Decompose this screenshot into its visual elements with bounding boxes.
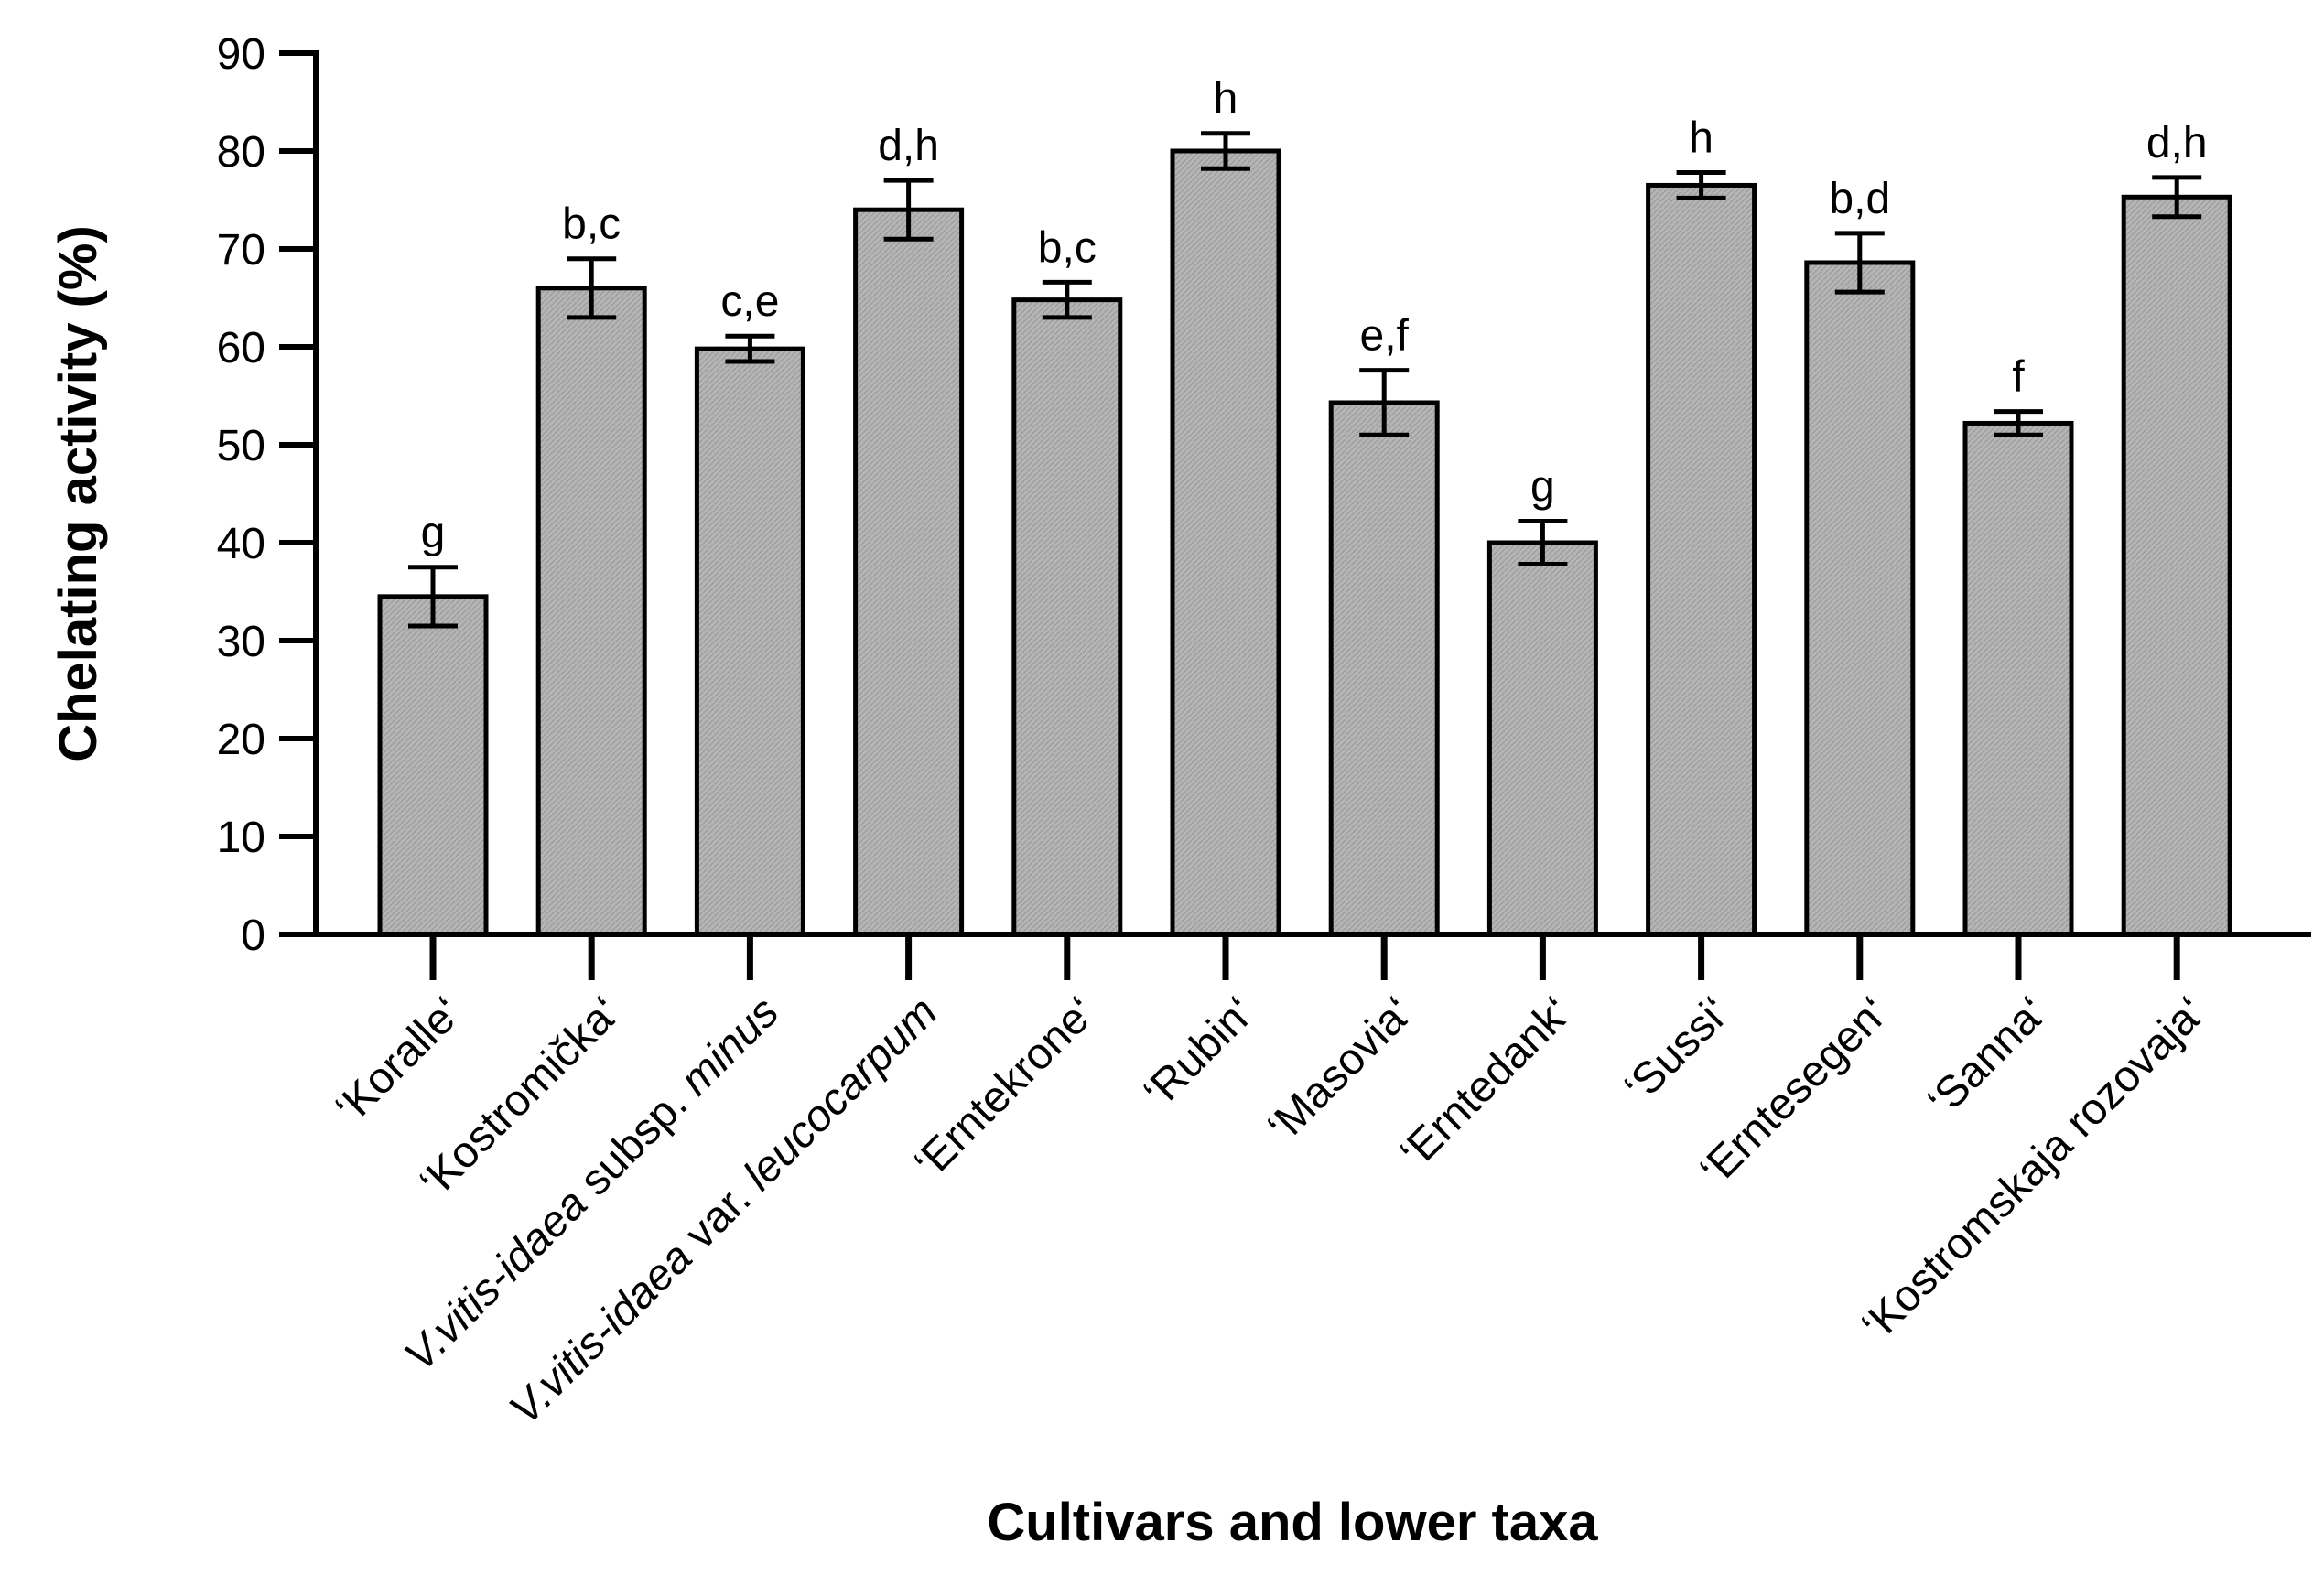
significance-letter: b,c: [1038, 223, 1097, 272]
bar: [1011, 297, 1123, 937]
bar: [1962, 420, 2074, 937]
category-label-part: ‘Rubin‘: [1135, 987, 1264, 1117]
y-tick-label: 20: [217, 716, 265, 764]
category-label: ‘Erntedank‘: [1391, 987, 1581, 1177]
significance-letter: b,c: [562, 200, 621, 249]
y-tick-label: 60: [217, 324, 265, 372]
category-label-part: ‘Masovia‘: [1259, 987, 1422, 1151]
category-label-part: minus: [671, 987, 788, 1105]
category-label-part: ‘Sussi‘: [1616, 987, 1740, 1112]
y-tick-label: 80: [217, 128, 265, 177]
bar: [2121, 194, 2232, 937]
x-axis-ticks: [429, 934, 2180, 980]
significance-letter: f: [2012, 353, 2025, 402]
category-labels: ‘Koralle‘‘Kostromička‘V.vitis-idaea subs…: [327, 987, 2215, 1434]
y-tick-label: 10: [217, 814, 265, 862]
y-tick-label: 50: [217, 422, 265, 470]
significance-letter: d,h: [878, 122, 939, 170]
significance-labels: g b,c c,e d,h b,c h e,f g h b,d f d,h: [421, 75, 2208, 557]
y-axis-title: Chelating activity (%): [49, 225, 108, 762]
significance-letter: c,e: [720, 277, 779, 326]
category-label: ‘Sussi‘: [1616, 987, 1740, 1112]
y-tick-label: 40: [217, 520, 265, 568]
error-bars: [408, 131, 2202, 629]
y-tick-label: 0: [241, 912, 265, 960]
category-label: ‘Masovia‘: [1259, 987, 1422, 1151]
bar: [377, 594, 489, 937]
bar: [535, 286, 647, 937]
category-label-part: ‘Koralle‘: [327, 987, 471, 1132]
bar: [853, 207, 965, 937]
significance-letter: d,h: [2146, 119, 2208, 167]
bar: [1170, 148, 1281, 937]
category-label-part: ‘Sanna‘: [1919, 987, 2057, 1126]
significance-letter: b,d: [1829, 175, 1890, 223]
significance-letter: h: [1214, 75, 1238, 124]
bar: [1804, 260, 1916, 937]
bar: [1646, 182, 1757, 937]
bar: [1486, 540, 1598, 937]
y-tick-label: 30: [217, 618, 265, 666]
significance-letter: g: [1530, 462, 1555, 511]
bars: [377, 148, 2232, 937]
y-tick-label: 90: [217, 30, 265, 79]
category-label: ‘Sanna‘: [1919, 987, 2057, 1126]
significance-letter: h: [1689, 114, 1713, 163]
bar: [694, 346, 805, 937]
bar: [1328, 400, 1440, 937]
y-tick-label: 70: [217, 226, 265, 275]
category-label: ‘Rubin‘: [1135, 987, 1264, 1117]
category-label-part: subsp.: [562, 1071, 705, 1214]
significance-letter: e,f: [1360, 312, 1410, 361]
x-axis-title: Cultivars and lower taxa: [987, 1493, 1598, 1552]
y-axis-ticks: 0 10 20 30 40 50 60 70 80 90: [217, 30, 316, 960]
category-label: ‘Koralle‘: [327, 987, 471, 1132]
category-label-part: ‘Erntedank‘: [1391, 987, 1581, 1177]
significance-letter: g: [421, 509, 446, 557]
